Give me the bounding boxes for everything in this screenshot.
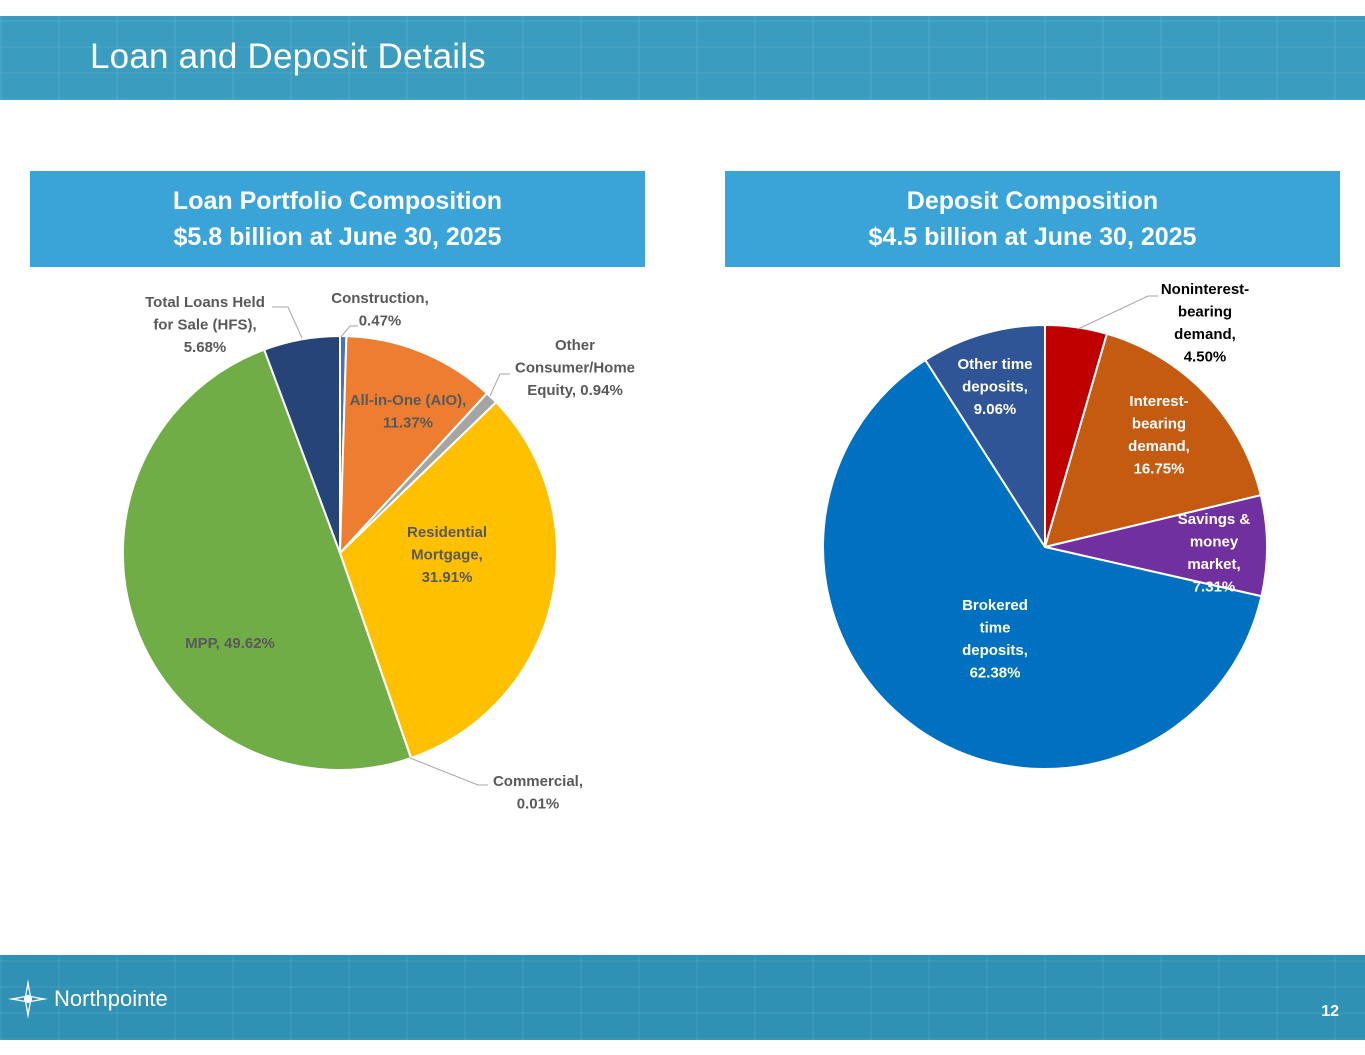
deposit-label-noninterest-bearing-demand: Noninterest-bearing demand, 4.50%: [1161, 281, 1249, 366]
deposit-slice-savings-money-market: [1044, 494, 1268, 598]
title-band: Loan and Deposit Details: [0, 16, 1365, 100]
loan-labels: Construction, 0.47% All-in-One (AIO), 11.37…: [145, 290, 635, 813]
loan-slice-all-in-one-aio: [339, 335, 488, 554]
deposit-label-brokered-time-deposits: Brokered time deposits, 62.38%: [962, 597, 1028, 682]
loan-label-commercial: Commercial, 0.01%: [493, 773, 583, 813]
deposit-label-savings-money-market: Savings & money market, 7.31%: [1178, 511, 1251, 596]
loan-leader-construction: [340, 325, 358, 338]
loan-label-total-loans-held-for-sale-hfs: Total Loans Held for Sale (HFS), 5.68%: [145, 294, 265, 356]
deposit-panel-header: Deposit Composition $4.5 billion at June…: [725, 171, 1340, 267]
loan-leader-other-consumer-home-equity: [489, 373, 510, 397]
deposit-slice-other-time-deposits: [924, 324, 1046, 548]
loan-label-other-consumer-home-equity: Other Consumer/Home Equity, 0.94%: [515, 337, 635, 399]
deposit-slices: [822, 324, 1268, 770]
loan-label-all-in-one-aio: All-in-One (AIO), 11.37%: [350, 392, 467, 432]
loan-slice-mpp: [121, 348, 412, 772]
deposit-slice-interest-bearing-demand: [1044, 332, 1262, 548]
page-number: 12: [1321, 1003, 1339, 1020]
loan-panel-subtitle: $5.8 billion at June 30, 2025: [173, 223, 502, 251]
loan-label-mpp: MPP, 49.62%: [185, 635, 275, 652]
loan-leader-commercial: [409, 757, 488, 786]
loan-panel-title: Loan Portfolio Composition: [172, 187, 503, 215]
deposit-panel-subtitle: $4.5 billion at June 30, 2025: [868, 223, 1197, 251]
loan-panel-header: Loan Portfolio Composition $5.8 billion …: [30, 171, 645, 267]
deposit-label-interest-bearing-demand: Interest-bearing demand, 16.75%: [1128, 393, 1190, 478]
deposit-label-other-time-deposits: Other time deposits, 9.06%: [957, 356, 1032, 418]
footer-band: Northpointe 12: [0, 955, 1365, 1040]
loan-label-residential-mortgage: Residential Mortgage, 31.91%: [407, 524, 487, 586]
deposit-slice-brokered-time-deposits: [822, 359, 1263, 770]
deposit-labels: Noninterest-bearing demand, 4.50% Interest-…: [957, 281, 1250, 682]
logo-text: Northpointe: [54, 986, 168, 1011]
deposit-leader-noninterest-bearing-demand: [1077, 295, 1158, 330]
footer-texture: [0, 955, 1365, 1040]
band-texture: [0, 16, 1365, 100]
loan-slice-residential-mortgage: [339, 401, 558, 760]
loan-slice-total-loans-held-for-sale-hfs: [263, 335, 341, 554]
page-title: Loan and Deposit Details: [90, 37, 486, 76]
loan-label-construction: Construction, 0.47%: [331, 290, 429, 330]
loan-leader-total-loans-held-for-sale-hfs: [272, 306, 303, 339]
northpointe-logo: Northpointe: [8, 979, 168, 1019]
loan-slices: [121, 334, 558, 772]
compass-star-icon: [8, 979, 48, 1019]
deposit-panel-title: Deposit Composition: [906, 187, 1159, 215]
